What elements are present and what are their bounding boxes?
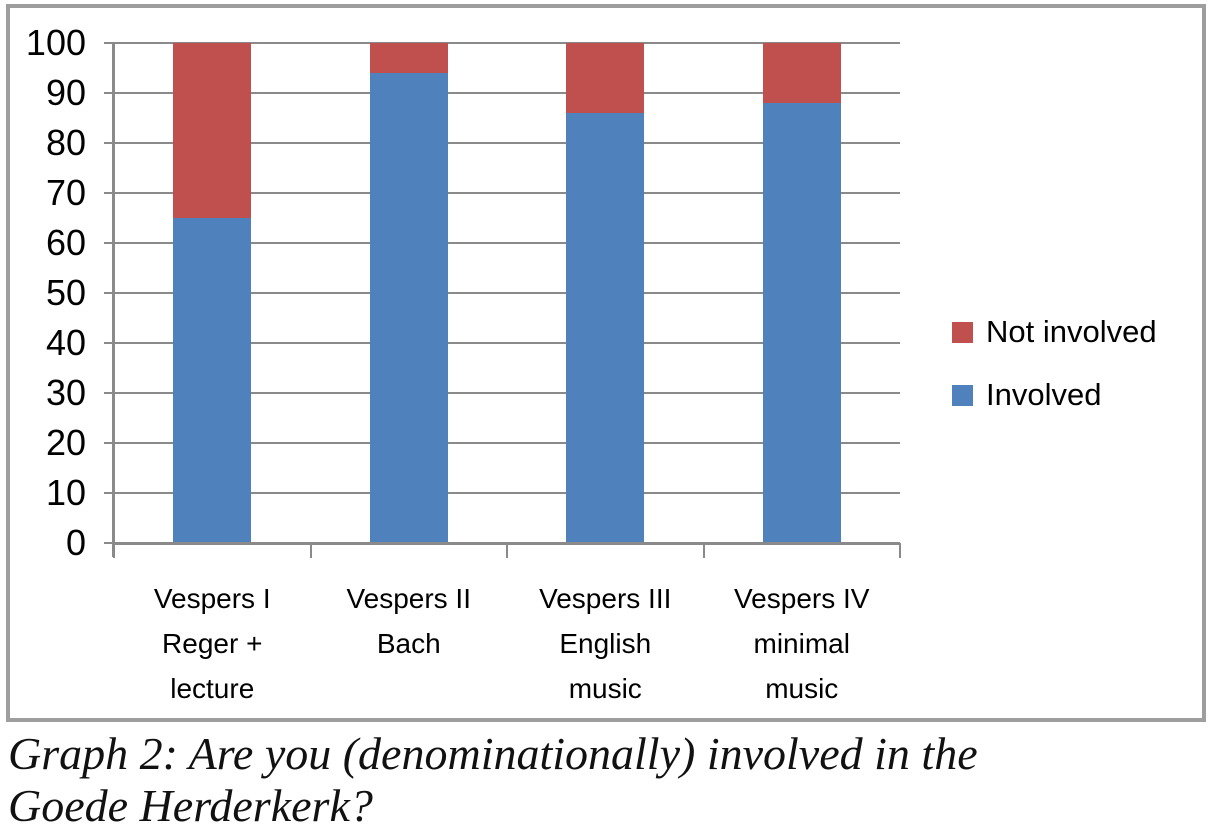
y-axis-tick [104, 92, 114, 94]
bar-segment-involved [173, 218, 252, 543]
legend-entry: Involved [952, 373, 1101, 417]
x-axis-tick [113, 543, 115, 558]
gridline [114, 292, 900, 294]
y-axis-tick [104, 142, 114, 144]
category-label-line: minimal [753, 628, 850, 659]
gridline [114, 392, 900, 394]
gridline [114, 492, 900, 494]
y-axis-tick [104, 392, 114, 394]
bar-segment-involved [566, 113, 645, 543]
category-label-line: music [568, 673, 642, 704]
category-label-line: English [559, 628, 652, 659]
legend-swatch-involved [952, 384, 973, 406]
category-label-line: Reger + [162, 628, 263, 659]
y-axis-line [112, 43, 115, 557]
y-axis-label: 40 [45, 322, 86, 363]
bar-segment-not-involved [762, 43, 841, 103]
caption-line-1: Graph 2: Are you (denominationally) invo… [8, 728, 978, 779]
y-axis-label: 100 [25, 22, 86, 63]
bar-segment-involved [762, 103, 841, 543]
y-axis-label: 30 [45, 372, 86, 413]
y-axis-tick [104, 442, 114, 444]
y-axis-tick [104, 492, 114, 494]
y-axis-label: 60 [45, 222, 86, 263]
category-label-line: Vespers II [346, 583, 471, 614]
x-axis-tick [899, 543, 901, 558]
legend-label: Not involved [986, 314, 1157, 349]
gridline [114, 342, 900, 344]
y-axis-label: 50 [45, 272, 86, 313]
y-axis-tick [104, 542, 114, 544]
x-axis-tick [702, 543, 705, 558]
category-label: Vespers IV minimal music [697, 576, 907, 711]
y-axis-label: 70 [45, 172, 86, 213]
category-label-line: lecture [170, 673, 255, 704]
gridline [114, 92, 900, 94]
gridline [114, 42, 900, 44]
legend-swatch-not-involved [952, 321, 973, 343]
y-axis-tick [104, 42, 114, 44]
y-axis-label: 0 [65, 522, 86, 563]
x-axis-tick [506, 543, 508, 558]
category-label: Vespers III English music [500, 576, 710, 711]
category-label-line: Vespers I [153, 583, 271, 614]
legend-label: Involved [986, 377, 1102, 412]
bar-segment-not-involved [369, 43, 448, 73]
category-label-line: Vespers III [539, 583, 672, 614]
category-label: Vespers I Reger + lecture [107, 576, 317, 711]
y-axis-label: 20 [45, 422, 86, 463]
category-label-line: Bach [376, 628, 441, 659]
gridline [114, 142, 900, 144]
legend-entry: Not involved [952, 310, 1157, 354]
y-axis-label: 10 [45, 472, 86, 513]
y-axis-tick [104, 342, 114, 344]
y-axis-tick [104, 292, 114, 294]
category-label-line: Vespers IV [734, 583, 870, 614]
y-axis-tick [104, 192, 114, 194]
chart-caption: Graph 2: Are you (denominationally) invo… [8, 728, 1208, 832]
bar-segment-involved [369, 73, 448, 543]
gridline [114, 192, 900, 194]
gridline [114, 442, 900, 444]
caption-line-2: Goede Herderkerk? [8, 780, 373, 831]
y-axis-tick [104, 242, 114, 244]
bar-segment-not-involved [566, 43, 645, 113]
category-label: Vespers II Bach [304, 576, 514, 666]
x-axis-tick [309, 543, 312, 558]
y-axis-label: 90 [45, 72, 86, 113]
gridline [114, 242, 900, 244]
y-axis-label: 80 [45, 122, 86, 163]
bar-segment-not-involved [173, 43, 252, 218]
category-label-line: music [765, 673, 839, 704]
